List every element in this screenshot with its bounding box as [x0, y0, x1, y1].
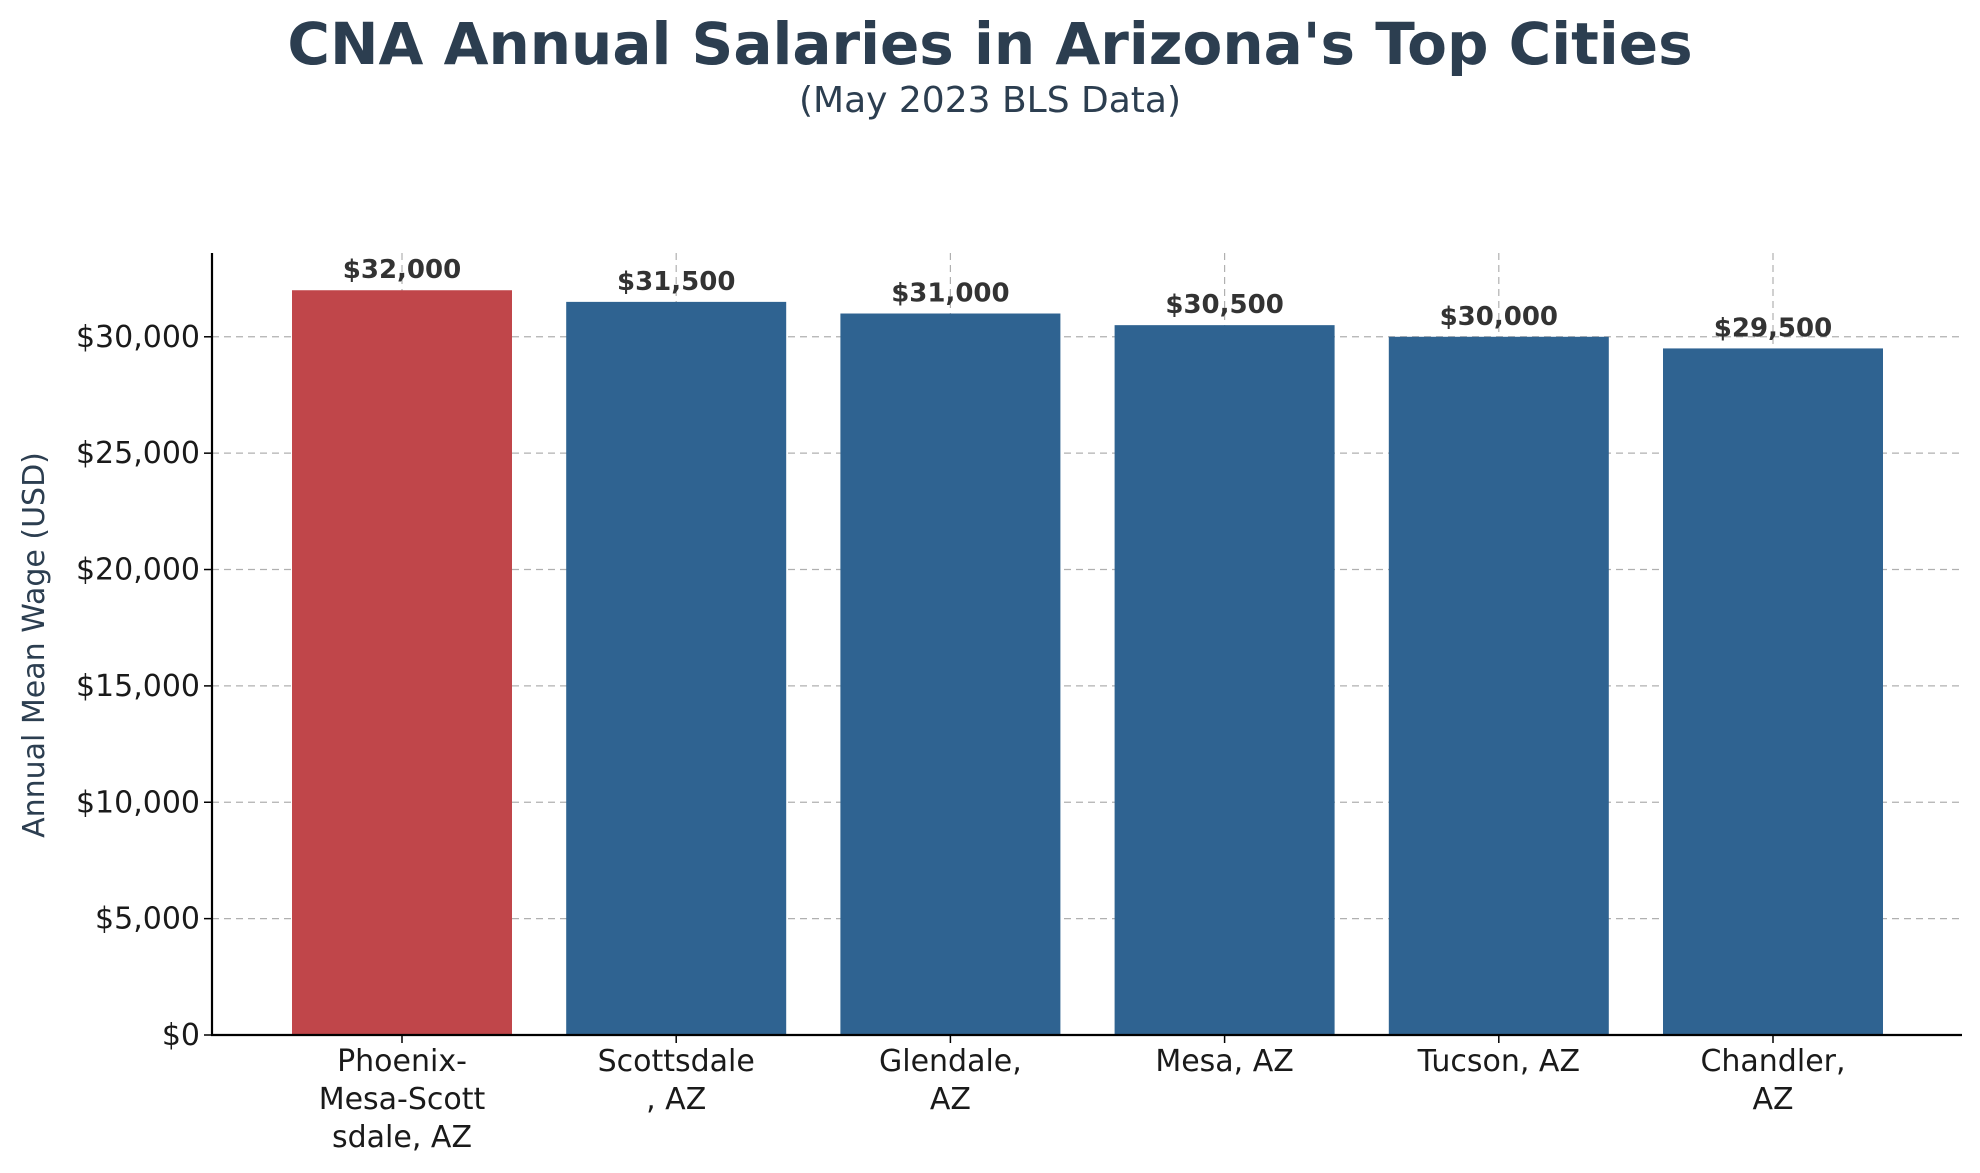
bar: [1663, 348, 1883, 1035]
bar-value-label: $30,500: [1165, 290, 1283, 320]
y-tick-label: $10,000: [76, 785, 200, 820]
y-tick-label: $30,000: [76, 320, 200, 355]
x-tick-label-line: Tucson, AZ: [1417, 1044, 1580, 1079]
bar-value-label: $30,000: [1440, 302, 1558, 332]
x-tick-label: Chandler, AZ: [1700, 1044, 1845, 1117]
y-tick-label: $5,000: [95, 902, 200, 937]
x-tick-layer: Phoenix-Mesa-Scott sdale, AZ Scottsdale, A…: [319, 1035, 1846, 1155]
x-tick-label-line: AZ: [1752, 1082, 1793, 1117]
bar-value-label: $29,500: [1714, 313, 1832, 343]
x-tick-label: Mesa, AZ: [1155, 1044, 1294, 1079]
bar-value-label: $32,000: [343, 255, 461, 285]
bar-value-label: $31,500: [617, 267, 735, 297]
y-tick-label: $20,000: [76, 553, 200, 588]
x-tick-label: Glendale, AZ: [879, 1044, 1022, 1117]
bar: [292, 290, 512, 1035]
chart-title: CNA Annual Salaries in Arizona's Top Cit…: [287, 10, 1692, 78]
data-label-layer: $32,000 $31,500 $31,000 $30,500 $30,000 $29,5…: [343, 255, 1832, 343]
y-tick-label: $25,000: [76, 436, 200, 471]
bar-value-label: $31,000: [891, 279, 1009, 309]
bar: [1114, 325, 1335, 1035]
x-tick-label-line: , AZ: [646, 1082, 706, 1117]
x-tick-label-line: Chandler,: [1700, 1044, 1845, 1079]
x-tick-label-line: Mesa, AZ: [1155, 1044, 1294, 1079]
x-tick-label: Phoenix-Mesa-Scott sdale, AZ: [319, 1044, 486, 1155]
x-tick-label-line: Scottsdale: [598, 1044, 755, 1079]
x-tick-label: Scottsdale, AZ: [598, 1044, 755, 1117]
bar: [840, 313, 1061, 1035]
bar: [1388, 336, 1609, 1035]
x-tick-label-line: Mesa-Scott: [319, 1082, 486, 1117]
y-tick-label: $15,000: [76, 669, 200, 704]
x-tick-label-line: AZ: [930, 1082, 971, 1117]
x-tick-label-line: sdale, AZ: [332, 1120, 472, 1155]
x-tick-label-line: Phoenix-: [337, 1044, 467, 1079]
bar: [566, 301, 787, 1035]
x-tick-label: Tucson, AZ: [1417, 1044, 1580, 1079]
chart-subtitle: (May 2023 BLS Data): [799, 80, 1181, 121]
bar-layer: [292, 290, 1883, 1035]
x-tick-label-line: Glendale,: [879, 1044, 1022, 1079]
y-tick-layer: $0 $5,000 $10,000 $15,000 $20,000 $25,000 $30,…: [76, 320, 212, 1053]
y-axis-label: Annual Mean Wage (USD): [17, 452, 52, 838]
y-tick-label: $0: [162, 1018, 200, 1053]
